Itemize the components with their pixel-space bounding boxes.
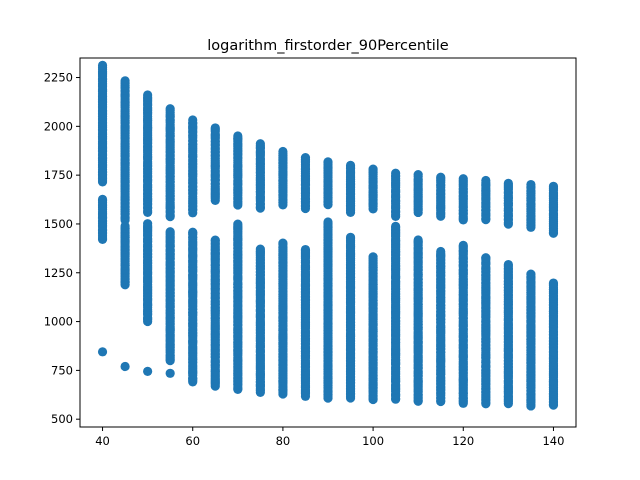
data-point (143, 366, 153, 376)
data-points (97, 60, 559, 411)
data-point (278, 238, 288, 248)
y-tick-label: 2000 (44, 119, 73, 133)
data-point (255, 244, 265, 254)
x-tick-label: 120 (452, 434, 474, 448)
data-point (143, 90, 153, 100)
data-point (503, 178, 513, 189)
data-point (458, 174, 468, 184)
data-point (165, 368, 175, 378)
data-point (526, 269, 536, 279)
x-tick-label: 80 (276, 434, 291, 448)
data-point (458, 240, 468, 250)
y-tick-label: 1500 (44, 217, 73, 231)
data-point (97, 347, 108, 357)
data-point (413, 235, 423, 245)
data-point (278, 146, 288, 157)
data-point (233, 219, 243, 229)
data-point (165, 104, 175, 114)
y-tick-label: 2250 (44, 71, 73, 85)
y-tick-label: 1750 (44, 168, 73, 182)
data-point (233, 131, 243, 141)
y-tick-label: 500 (51, 412, 73, 426)
data-point (548, 278, 559, 288)
data-point (165, 227, 175, 237)
axes: 40 60 80 100 120 140 500 750 1000 1250 1500 1750 200… (44, 57, 577, 448)
plot-frame (79, 57, 577, 428)
data-point (120, 361, 130, 372)
data-point (481, 175, 491, 186)
x-tick-label: 140 (542, 434, 564, 448)
data-point (436, 246, 446, 257)
data-point (436, 172, 446, 182)
data-point (345, 160, 356, 171)
y-tick-label: 750 (51, 363, 73, 377)
y-tick-label: 1000 (44, 315, 73, 329)
data-point (391, 168, 401, 178)
x-tick-label: 60 (185, 434, 200, 448)
data-point (413, 170, 423, 180)
data-point (323, 157, 333, 167)
data-point (210, 235, 220, 245)
data-point (391, 221, 401, 231)
data-point (120, 221, 130, 231)
data-point (300, 153, 311, 163)
data-point (143, 219, 153, 229)
data-point (368, 252, 378, 262)
data-point (188, 227, 198, 237)
data-point (481, 253, 491, 263)
data-point (368, 164, 378, 174)
data-point (345, 232, 356, 242)
y-tick-label: 1250 (44, 266, 73, 280)
x-tick-label: 100 (362, 434, 384, 448)
data-point (300, 244, 311, 255)
data-point (97, 60, 108, 70)
data-point (120, 76, 130, 86)
data-point (526, 179, 536, 190)
data-point (323, 217, 333, 227)
chart-title: logarithm_firstorder_90Percentile (207, 38, 449, 54)
data-point (503, 259, 513, 270)
data-point (188, 115, 198, 125)
data-point (548, 181, 559, 191)
x-tick-label: 40 (95, 434, 110, 448)
data-point (255, 139, 265, 149)
data-point (97, 194, 108, 204)
data-point (210, 123, 220, 133)
